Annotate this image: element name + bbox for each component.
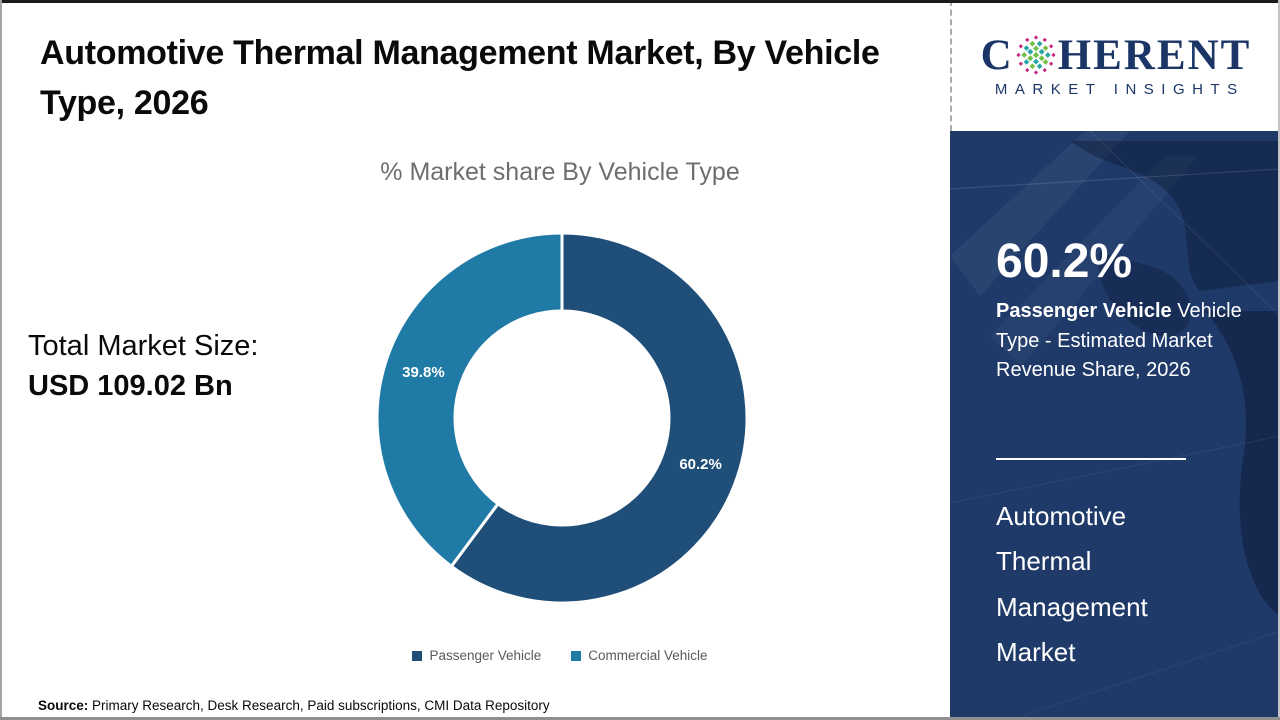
- slide-border-right: [1278, 0, 1280, 720]
- brand-logo-subtitle: MARKET INSIGHTS: [994, 80, 1245, 98]
- sidebar: C HERENT MARKET INSIGHTS 60.: [950, 0, 1280, 720]
- source-note: Source: Primary Research, Desk Research,…: [38, 698, 550, 713]
- brand-logo-wordmark: C HERENT: [981, 34, 1252, 77]
- world-map-texture: [950, 131, 1280, 720]
- logo-text-end: HERENT: [1057, 31, 1252, 79]
- legend-label-passenger: Passenger Vehicle: [429, 648, 542, 663]
- sidebar-content: 60.2% Passenger Vehicle Vehicle Type - E…: [950, 131, 1280, 676]
- chart-panel: Automotive Thermal Management Market, By…: [28, 34, 950, 713]
- slice-label-0: 60.2%: [679, 456, 722, 473]
- highlight-stat-description: Passenger Vehicle Vehicle Type - Estimat…: [996, 297, 1254, 386]
- report-market-name: Automotive Thermal Management Market: [996, 500, 1148, 668]
- dotted-globe-icon: [1016, 35, 1056, 75]
- slice-label-1: 39.8%: [402, 364, 445, 381]
- legend-item-passenger: Passenger Vehicle: [412, 648, 541, 663]
- highlight-segment-name: Passenger Vehicle: [996, 300, 1172, 322]
- source-label: Source:: [38, 698, 89, 713]
- legend-swatch-passenger: [412, 650, 423, 661]
- total-market-size: Total Market Size: USD 109.02 Bn: [28, 326, 258, 406]
- slide-border-bottom: [0, 717, 1280, 720]
- legend-item-commercial: Commercial Vehicle: [571, 648, 708, 663]
- legend-swatch-commercial: [571, 650, 582, 661]
- total-market-value: USD 109.02 Bn: [28, 370, 233, 402]
- page-title: Automotive Thermal Management Market, By…: [40, 34, 880, 122]
- sidebar-body: 60.2% Passenger Vehicle Vehicle Type - E…: [950, 131, 1280, 720]
- highlight-stat-text: Vehicle Type - Estimated Market Revenue …: [996, 300, 1242, 381]
- brand-logo: C HERENT MARKET INSIGHTS: [950, 0, 1280, 131]
- donut-slice-1: [375, 231, 564, 569]
- highlight-stat-value: 60.2%: [996, 235, 1133, 288]
- slide-border-left: [0, 0, 2, 720]
- total-market-label: Total Market Size:: [28, 330, 259, 362]
- donut-chart: 60.2% 39.8%: [375, 231, 749, 605]
- logo-text-start: C: [980, 31, 1014, 79]
- sidebar-divider: [996, 457, 1186, 460]
- chart-legend: Passenger Vehicle Commercial Vehicle: [170, 648, 950, 663]
- slide-border-top: [0, 0, 1280, 3]
- donut-slice-0: [449, 231, 749, 605]
- chart-subtitle: % Market share By Vehicle Type: [380, 158, 740, 186]
- source-text: Primary Research, Desk Research, Paid su…: [88, 698, 550, 713]
- legend-label-commercial: Commercial Vehicle: [588, 648, 708, 663]
